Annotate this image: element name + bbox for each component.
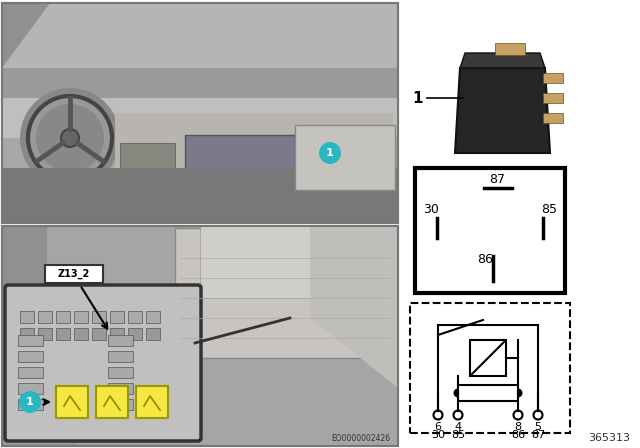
Bar <box>495 43 525 55</box>
Bar <box>38 328 52 340</box>
FancyBboxPatch shape <box>5 285 201 441</box>
Circle shape <box>319 142 341 164</box>
Bar <box>92 328 106 340</box>
Text: 4: 4 <box>454 422 461 432</box>
Polygon shape <box>455 68 550 153</box>
Circle shape <box>20 88 120 188</box>
Bar <box>2 168 398 223</box>
Bar <box>18 399 43 410</box>
Text: 5: 5 <box>534 422 541 432</box>
Bar <box>18 383 43 394</box>
Bar <box>543 93 563 103</box>
Circle shape <box>36 104 104 172</box>
Circle shape <box>28 96 112 180</box>
Bar <box>185 135 295 180</box>
Bar <box>2 3 398 223</box>
Text: 30: 30 <box>431 430 445 440</box>
Bar <box>96 386 128 418</box>
Bar <box>56 328 70 340</box>
Text: 85: 85 <box>541 203 557 216</box>
Text: EO0000002426: EO0000002426 <box>331 434 390 443</box>
Bar <box>115 113 393 193</box>
Bar <box>2 68 398 98</box>
Bar <box>136 386 168 418</box>
Text: 85: 85 <box>451 430 465 440</box>
Bar <box>2 346 77 446</box>
Bar <box>110 328 124 340</box>
Text: 86: 86 <box>511 430 525 440</box>
Text: 8: 8 <box>515 422 522 432</box>
Text: 1: 1 <box>326 148 334 158</box>
Text: 30: 30 <box>423 203 439 216</box>
Circle shape <box>433 410 442 419</box>
Text: 87: 87 <box>531 430 545 440</box>
Bar <box>543 73 563 83</box>
Circle shape <box>513 388 522 397</box>
Text: 86: 86 <box>477 253 493 266</box>
Circle shape <box>19 391 41 413</box>
Text: 365313: 365313 <box>588 433 630 443</box>
Bar <box>92 311 106 323</box>
Bar <box>108 399 133 410</box>
Bar <box>410 303 570 433</box>
Bar <box>146 328 160 340</box>
Bar <box>128 311 142 323</box>
Bar <box>110 311 124 323</box>
Circle shape <box>61 129 79 147</box>
Bar <box>2 98 398 138</box>
Text: 87: 87 <box>490 173 506 186</box>
Bar <box>470 340 506 376</box>
Bar <box>128 328 142 340</box>
Circle shape <box>454 388 463 397</box>
Bar <box>74 328 88 340</box>
Bar <box>120 143 175 178</box>
Bar <box>543 113 563 123</box>
Text: 1: 1 <box>26 397 34 407</box>
Bar <box>20 311 34 323</box>
Text: Z13_2: Z13_2 <box>58 269 90 279</box>
Bar <box>108 383 133 394</box>
Bar <box>108 335 133 346</box>
Bar <box>200 226 398 298</box>
Circle shape <box>534 410 543 419</box>
Bar <box>2 3 398 68</box>
Bar <box>415 168 565 293</box>
Polygon shape <box>2 3 50 68</box>
Bar <box>295 125 395 190</box>
Bar <box>45 265 103 283</box>
Circle shape <box>454 410 463 419</box>
Bar <box>175 228 395 358</box>
Bar <box>108 351 133 362</box>
Bar <box>108 367 133 378</box>
Polygon shape <box>310 226 398 388</box>
Bar <box>458 385 518 401</box>
Circle shape <box>513 410 522 419</box>
Bar <box>20 328 34 340</box>
Polygon shape <box>460 53 545 68</box>
Bar <box>2 3 398 223</box>
Bar <box>74 311 88 323</box>
Bar <box>18 367 43 378</box>
Bar <box>38 311 52 323</box>
Bar <box>2 226 398 446</box>
Bar <box>56 311 70 323</box>
Text: 1: 1 <box>413 90 423 105</box>
Bar <box>2 226 47 446</box>
Text: 6: 6 <box>435 422 442 432</box>
Bar <box>146 311 160 323</box>
Bar <box>18 351 43 362</box>
Bar <box>18 335 43 346</box>
Bar <box>56 386 88 418</box>
Bar <box>2 226 398 446</box>
